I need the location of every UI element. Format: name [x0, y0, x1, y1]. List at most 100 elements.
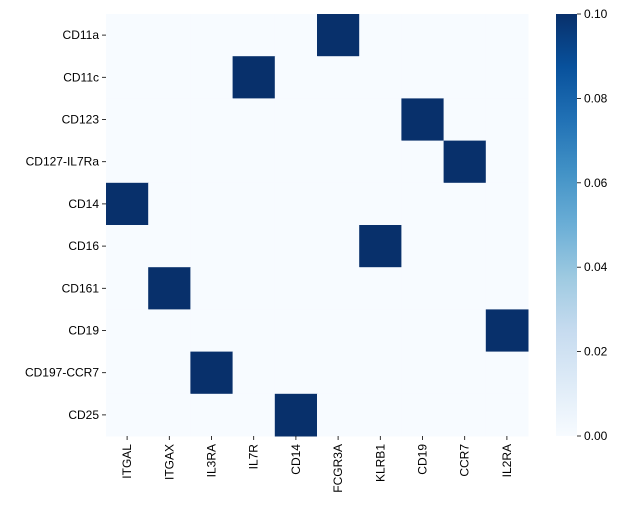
heatmap-cell [232, 393, 276, 437]
heatmap-cell [443, 309, 487, 353]
heatmap-cell [443, 267, 487, 310]
heatmap-cell [148, 393, 191, 437]
heatmap-cell [443, 393, 487, 437]
heatmap-cell [148, 140, 191, 184]
colorbar-tick-label: 0.08 [584, 91, 608, 105]
heatmap-cell [190, 309, 234, 353]
heatmap-cell [106, 182, 149, 226]
y-tick-label: CD14 [68, 197, 99, 211]
heatmap-cell [148, 267, 191, 310]
heatmap-cell [317, 351, 360, 395]
heatmap-cell [401, 98, 445, 142]
heatmap-cell [232, 98, 276, 142]
y-tick-label: CD25 [68, 408, 99, 422]
heatmap-cell [148, 225, 191, 268]
heatmap-cell [274, 393, 318, 437]
heatmap-cell [485, 182, 529, 226]
heatmap-cell [485, 56, 529, 99]
heatmap-cell [485, 140, 529, 184]
x-tick-label: IL7R [247, 444, 261, 470]
heatmap-cell [401, 393, 445, 437]
heatmap-cell [232, 56, 276, 99]
heatmap-cell [485, 393, 529, 437]
heatmap-cell [106, 14, 149, 57]
heatmap-cell [317, 14, 360, 57]
colorbar: 0.00 0.02 0.04 0.06 0.08 0.10 [556, 7, 608, 443]
heatmap-cell [274, 267, 318, 310]
heatmap-cell [401, 309, 445, 353]
x-tick-label: ITGAX [162, 444, 176, 480]
x-tick-label: CD19 [416, 444, 430, 475]
x-tick-label: IL3RA [205, 444, 219, 477]
heatmap-cell [190, 351, 234, 395]
colorbar-gradient [556, 14, 577, 436]
heatmap-cell [190, 182, 234, 226]
heatmap-cell [485, 98, 529, 142]
heatmap-cell [190, 267, 234, 310]
heatmap-cell [401, 267, 445, 310]
heatmap-cell [401, 140, 445, 184]
heatmap-cell [106, 393, 149, 437]
x-axis: ITGAL ITGAX IL3RA IL7R CD14 FCGR3A KLRB1 CD19 CC… [120, 436, 514, 493]
heatmap-cell [317, 225, 360, 268]
heatmap-cell [359, 14, 402, 57]
heatmap-cell [148, 98, 191, 142]
heatmap-cell [148, 182, 191, 226]
y-tick-label: CD19 [68, 324, 99, 338]
x-tick-label: CCR7 [458, 444, 472, 477]
heatmap-cell [401, 56, 445, 99]
heatmap-cell [106, 351, 149, 395]
x-tick-label: FCGR3A [331, 444, 345, 493]
heatmap-cell [359, 393, 402, 437]
heatmap-cell [232, 309, 276, 353]
heatmap-cell [317, 182, 360, 226]
heatmap-cell [359, 351, 402, 395]
heatmap-cell [106, 225, 149, 268]
heatmap-cell [190, 393, 234, 437]
x-tick-label: CD14 [289, 444, 303, 475]
y-axis: CD11a CD11c CD123 CD127-IL7Ra CD14 CD16 CD161 C… [25, 28, 106, 422]
heatmap-cell [443, 56, 487, 99]
heatmap-cell [148, 56, 191, 99]
heatmap-cell [190, 140, 234, 184]
x-tick-label: IL2RA [500, 444, 514, 477]
heatmap-cell [359, 182, 402, 226]
heatmap-cell [148, 351, 191, 395]
heatmap-cell [443, 182, 487, 226]
heatmap-cell [443, 14, 487, 57]
x-tick-label: KLRB1 [373, 444, 387, 482]
heatmap-cell [401, 351, 445, 395]
heatmap-cell [274, 140, 318, 184]
heatmap-cell [106, 309, 149, 353]
heatmap-cell [485, 309, 529, 353]
heatmap-cell [106, 56, 149, 99]
heatmap-cell [317, 98, 360, 142]
heatmap-cell [485, 267, 529, 310]
colorbar-tick-label: 0.02 [584, 345, 608, 359]
heatmap-cell [317, 309, 360, 353]
heatmap-cell [190, 98, 234, 142]
heatmap-cell [274, 351, 318, 395]
heatmap-cell [190, 56, 234, 99]
heatmap-cell [401, 182, 445, 226]
colorbar-tick-label: 0.06 [584, 176, 608, 190]
heatmap-cell [317, 267, 360, 310]
heatmap-cell [106, 98, 149, 142]
y-tick-label: CD127-IL7Ra [26, 155, 100, 169]
heatmap-cell [148, 309, 191, 353]
heatmap-cell [190, 225, 234, 268]
y-tick-label: CD197-CCR7 [25, 366, 99, 380]
heatmap-cell [106, 267, 149, 310]
heatmap-cell [232, 351, 276, 395]
heatmap-cell [274, 14, 318, 57]
colorbar-tick-label: 0.00 [584, 429, 608, 443]
heatmap-cell [274, 225, 318, 268]
heatmap-cell [148, 14, 191, 57]
heatmap-cell [317, 393, 360, 437]
heatmap-cell [401, 225, 445, 268]
heatmap-cell [359, 225, 402, 268]
y-tick-label: CD161 [62, 281, 100, 295]
heatmap-cell [359, 267, 402, 310]
y-tick-label: CD11c [63, 70, 99, 84]
